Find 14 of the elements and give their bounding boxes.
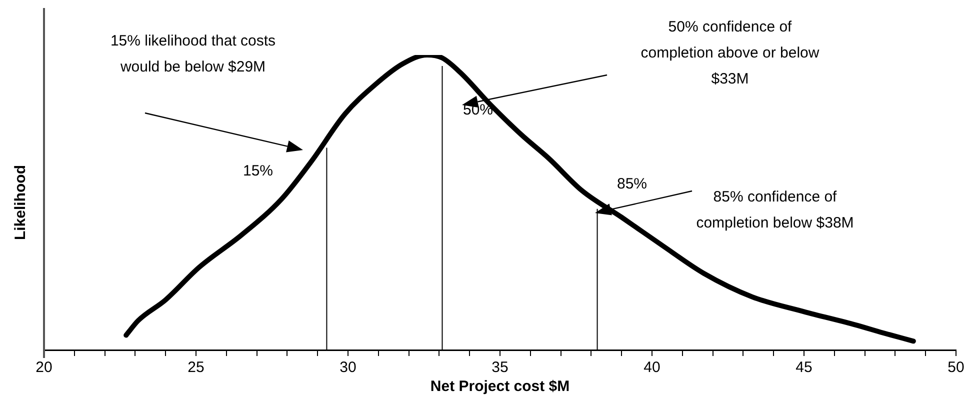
y-axis-title: Likelihood — [12, 165, 30, 240]
annotation: 85% confidence of completion below $38M — [696, 188, 854, 232]
x-tick-label: 25 — [188, 359, 204, 376]
x-tick-label: 35 — [492, 359, 508, 376]
x-tick-label: 20 — [36, 359, 52, 376]
x-tick-label: 50 — [948, 359, 964, 376]
x-tick-label: 30 — [340, 359, 356, 376]
annotation: 15% likelihood that costs would be below $29M — [110, 32, 276, 76]
x-axis-title: Net Project cost $M — [430, 378, 570, 396]
x-tick-label: 40 — [644, 359, 660, 376]
annotation: 15% — [242, 162, 274, 180]
annotation: 50% confidence of completion above or below $33M — [640, 18, 820, 88]
annotation: 85% — [616, 176, 648, 193]
x-tick-label: 45 — [796, 359, 812, 376]
